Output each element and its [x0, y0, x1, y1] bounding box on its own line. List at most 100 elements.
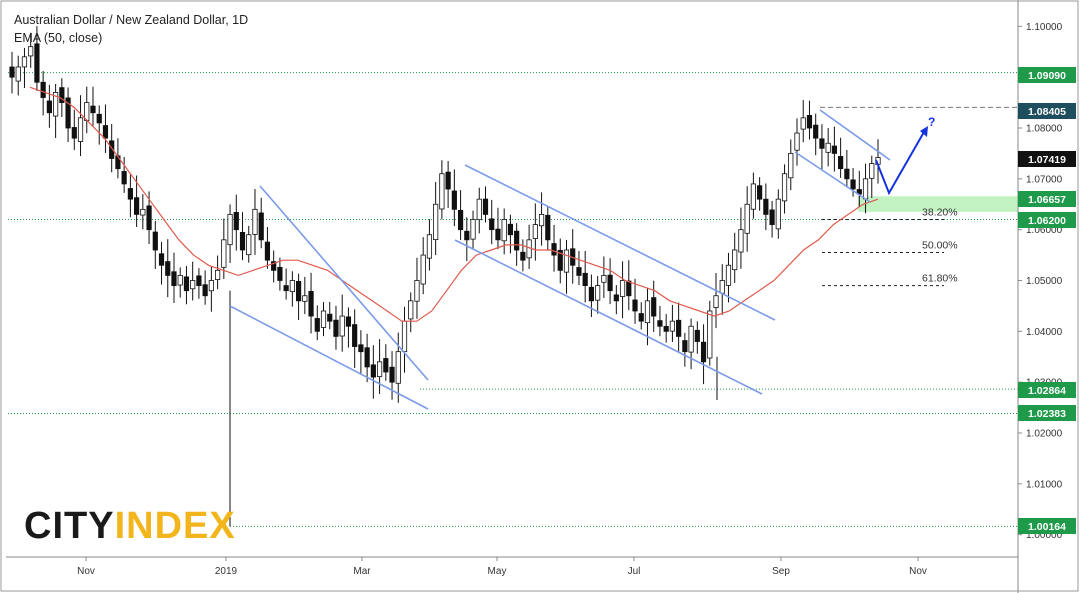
candle-body [46, 100, 52, 114]
candle-body [258, 212, 264, 241]
candle-body [445, 171, 451, 190]
candle-body [376, 361, 383, 378]
candle-body [682, 340, 688, 353]
candle-body [71, 127, 77, 139]
price-levels [8, 72, 1018, 527]
candle-body [489, 218, 495, 231]
candle-body [794, 132, 800, 151]
price-tag-label: 1.06657 [1028, 194, 1066, 206]
candle-body [34, 43, 40, 83]
price-tags: 1.09090 1.08405 1.07419 1.06657 1.06200 1.028… [1018, 67, 1076, 534]
candle-body [769, 209, 775, 225]
candle-body [53, 92, 59, 117]
candle-body [295, 280, 302, 302]
candle-body [663, 326, 669, 332]
x-tick-label: Mar [353, 566, 371, 577]
candle-body [196, 275, 202, 286]
candle-body [414, 280, 420, 302]
logo-index: INDEX [114, 505, 236, 547]
candle-body [433, 203, 439, 241]
price-tag-bg [1018, 382, 1076, 398]
candle-body [302, 295, 308, 302]
candle-body [862, 178, 869, 200]
channel-lines [229, 109, 891, 410]
candle-body [551, 243, 557, 256]
candle-body [588, 286, 595, 302]
candle-body [264, 241, 271, 261]
candle-body [401, 320, 408, 353]
x-tick-label: Jul [628, 566, 641, 577]
candle-body [439, 173, 445, 210]
candle-body [214, 269, 221, 281]
candle-body [869, 163, 875, 179]
price-tag-label: 1.06200 [1028, 215, 1066, 227]
candle-body [457, 209, 464, 231]
price-tag-bg [1018, 191, 1076, 207]
candle-body [632, 299, 638, 312]
candle-body [595, 285, 601, 301]
y-tick-label: 1.06000 [1026, 225, 1063, 236]
price-tag-label: 1.07419 [1028, 154, 1066, 166]
fibonacci-levels: 38.20% 50.00% 61.80% [822, 207, 958, 287]
price-tag-bg [1018, 103, 1076, 119]
candle-body [233, 212, 239, 231]
projection-arrow: ? [875, 115, 935, 196]
price-tag-label: 1.02864 [1028, 385, 1066, 397]
candle-body [619, 280, 626, 297]
candle-body [389, 366, 395, 383]
candle-body [626, 280, 632, 297]
support-zone [858, 196, 1018, 212]
candle-body [96, 113, 102, 124]
candle-body [576, 267, 582, 276]
candle-body [339, 315, 345, 337]
x-tick-label: Nov [77, 566, 95, 577]
candle-body [669, 320, 676, 332]
candle-body [383, 358, 389, 373]
candle-body [252, 208, 258, 235]
price-tag-bg [1018, 518, 1076, 534]
chart-title: Australian Dollar / New Zealand Dollar, … [14, 13, 249, 27]
candle-body [495, 228, 501, 241]
candle-body [657, 320, 663, 327]
candle-body [563, 249, 570, 273]
support-zone-rect [858, 196, 1018, 212]
candle-body [738, 229, 744, 253]
x-tick-label: Sep [772, 566, 790, 577]
candle-body [327, 313, 333, 322]
candle-body [395, 351, 401, 384]
candle-body [582, 272, 588, 286]
candle-body [271, 261, 277, 271]
candle-body [345, 316, 352, 327]
candle-body [246, 234, 252, 256]
candle-body [121, 171, 127, 185]
candle-body [90, 105, 96, 114]
candle-body [501, 219, 507, 242]
candle-body [757, 185, 763, 200]
candle-body [532, 224, 538, 239]
price-tag-bg [1018, 151, 1076, 167]
y-tick-label: 1.00000 [1026, 530, 1063, 541]
candle-body [65, 97, 71, 129]
candle-body [134, 197, 140, 215]
channel-line [454, 239, 763, 395]
candle-body [283, 285, 289, 292]
candle-body [177, 275, 183, 286]
candle-body [190, 280, 196, 290]
candle-body [850, 179, 856, 190]
candle-body [408, 300, 414, 320]
price-tag-label: 1.09090 [1028, 70, 1066, 82]
candle-body [333, 319, 339, 337]
candle-body [700, 341, 707, 363]
channel-line [794, 151, 871, 203]
y-tick-label: 1.05000 [1026, 276, 1063, 287]
candle-body [813, 124, 819, 139]
price-tag-label: 1.08405 [1028, 106, 1066, 118]
candle-body [146, 205, 152, 231]
ema-50-line [29, 86, 879, 322]
candle-body [289, 280, 295, 293]
y-tick-label: 1.01000 [1026, 479, 1063, 490]
logo-city: CITY [24, 505, 115, 547]
candle-body [28, 46, 34, 57]
